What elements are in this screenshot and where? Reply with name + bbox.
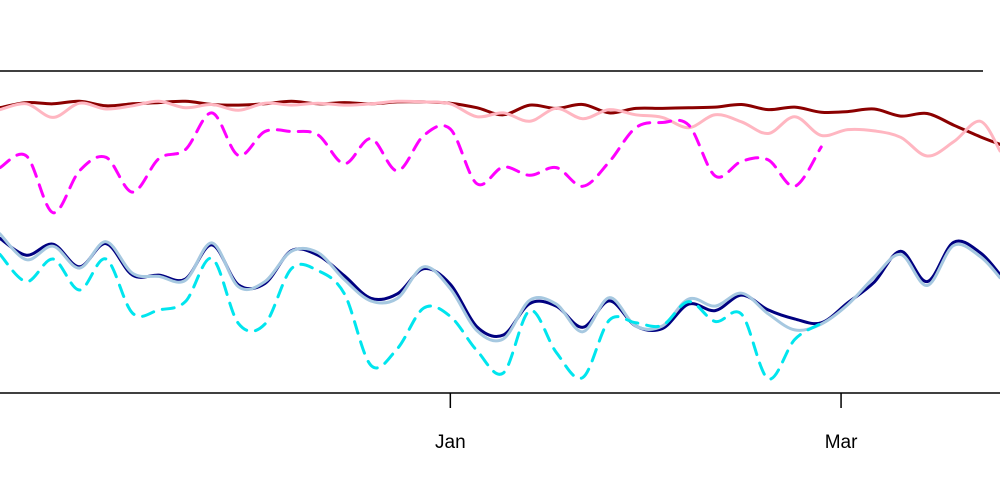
series-layer bbox=[0, 99, 1000, 381]
x-tick-label: Mar bbox=[825, 432, 858, 453]
series-line-6 bbox=[0, 253, 823, 381]
x-tick-label: Jan bbox=[435, 432, 466, 453]
x-axis: Jan Mar bbox=[435, 393, 858, 453]
series-line-3 bbox=[0, 111, 823, 215]
series-line-4 bbox=[0, 236, 1000, 339]
series-line-1 bbox=[0, 99, 1000, 146]
series-line-2 bbox=[0, 99, 1000, 158]
series-line-5 bbox=[0, 232, 1000, 343]
